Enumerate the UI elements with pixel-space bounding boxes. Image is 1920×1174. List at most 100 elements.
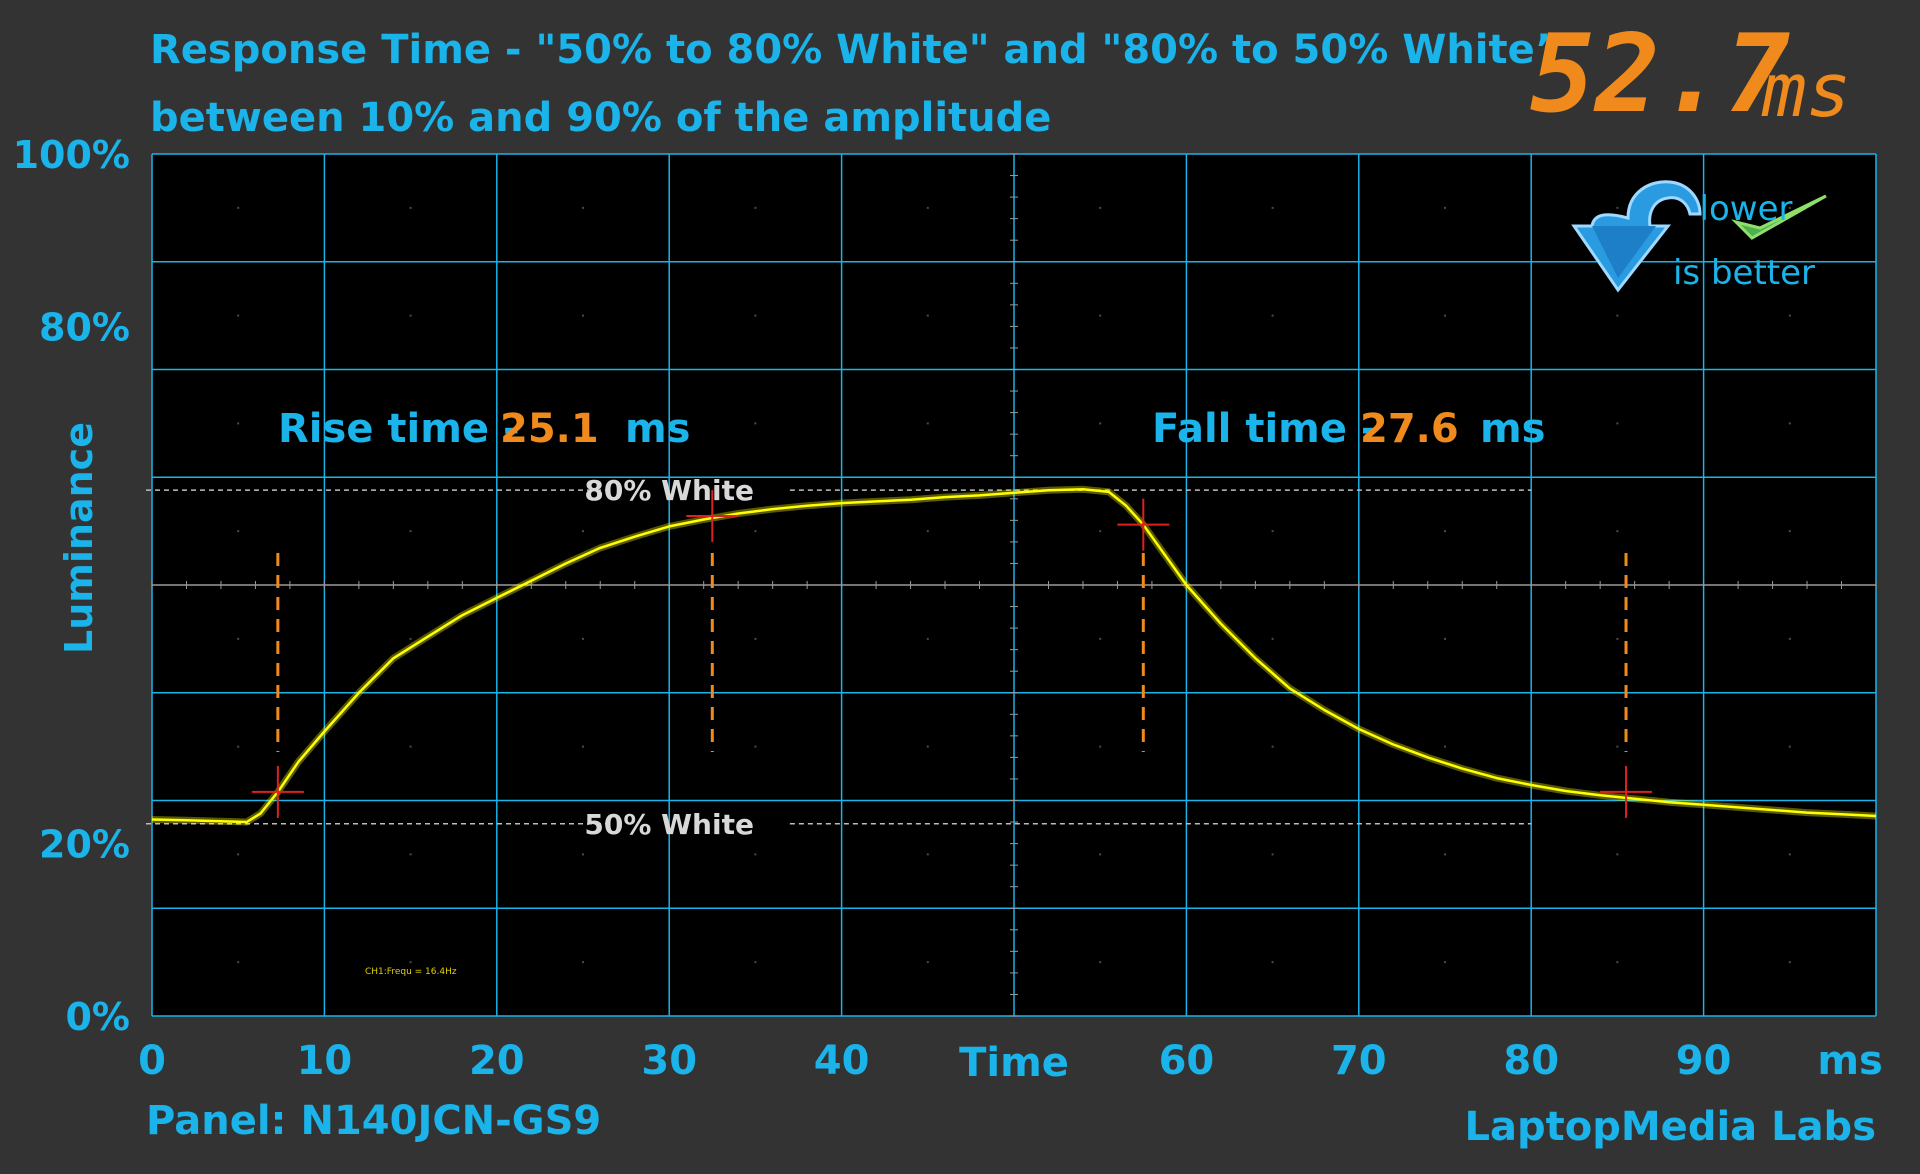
grid-dot — [582, 530, 584, 533]
grid-dot — [237, 853, 240, 856]
marker-dashes — [276, 553, 1628, 752]
grid-dot — [1616, 961, 1619, 964]
grid-dot — [1099, 961, 1102, 964]
grid-dot — [754, 961, 757, 964]
chart-title: Response Time - "50% to 80% White" and "… — [150, 16, 1561, 152]
x-tick-label: 70 — [1331, 1038, 1387, 1084]
x-tick-label: 60 — [1159, 1038, 1215, 1084]
x-tick-label: 10 — [297, 1038, 353, 1084]
y-tick-label: 100% — [13, 133, 130, 177]
grid-dot — [1616, 745, 1619, 748]
ref-label-50: 50% White — [584, 808, 754, 841]
x-tick-labels: 0 10 20 30 40 60 70 80 90 — [138, 1038, 1731, 1084]
y-tick-label: 80% — [39, 305, 130, 349]
badge-line-1: lower — [1700, 189, 1793, 229]
grid-dot — [1099, 637, 1102, 640]
grid-dot — [1788, 206, 1791, 209]
grid-dot — [409, 422, 412, 425]
grid-dot — [1099, 530, 1102, 533]
x-tick-label: 40 — [814, 1038, 870, 1084]
grid-dot — [1444, 745, 1446, 748]
grid-dot — [582, 745, 584, 748]
y-axis-label: Luminance — [57, 422, 101, 654]
grid-dot — [754, 422, 757, 425]
grid-dot — [1788, 314, 1791, 317]
luminance-trace — [151, 485, 1877, 826]
x-tick-label: 20 — [469, 1038, 525, 1084]
grid-dot — [926, 206, 929, 209]
title-line-2: between 10% and 90% of the amplitude — [150, 95, 1052, 141]
grid-dot — [1099, 853, 1102, 856]
x-tick-label: 80 — [1503, 1038, 1559, 1084]
grid-dot — [926, 637, 929, 640]
grid-dot — [582, 637, 584, 640]
grid-dot — [1788, 961, 1791, 964]
grid-minor-dots — [237, 206, 1791, 964]
grid-dot — [754, 314, 757, 317]
grid-dot — [754, 637, 757, 640]
fall-time-label: Fall time - — [1152, 406, 1378, 452]
grid-dot — [237, 530, 240, 533]
grid-dot — [926, 530, 929, 533]
rise-time-value: 25.1 — [500, 406, 599, 452]
grid-dot — [1271, 853, 1274, 856]
grid-dot — [1616, 422, 1619, 425]
grid-dot — [926, 314, 929, 317]
grid-dot — [754, 530, 757, 533]
grid-dot — [237, 637, 240, 640]
grid-dot — [1788, 745, 1791, 748]
grid-dot — [1444, 422, 1446, 425]
grid-dot — [582, 853, 584, 856]
grid-dot — [1788, 637, 1791, 640]
grid-dot — [1271, 206, 1274, 209]
grid-dot — [1444, 314, 1446, 317]
grid-dot — [582, 961, 584, 964]
grid-dot — [409, 961, 412, 964]
grid-dot — [1616, 637, 1619, 640]
grid-dot — [1271, 745, 1274, 748]
grid-dot — [1099, 206, 1102, 209]
y-tick-labels: 0% 20% 80% 100% — [13, 133, 130, 1039]
grid-dot — [582, 314, 584, 317]
grid-dot — [1271, 422, 1274, 425]
grid-dot — [1271, 530, 1274, 533]
grid-dot — [1444, 206, 1446, 209]
grid-dot — [409, 530, 412, 533]
grid-dot — [1271, 314, 1274, 317]
total-value: 52.7 — [1530, 12, 1791, 137]
rise-time-label: Rise time - — [278, 406, 520, 452]
grid-dot — [1616, 314, 1619, 317]
grid-dot — [926, 961, 929, 964]
arrow-down-icon — [1571, 180, 1702, 293]
grid-dot — [237, 961, 240, 964]
trace-line — [151, 488, 1877, 824]
grid-dot — [754, 206, 757, 209]
x-axis-unit: ms — [1817, 1038, 1883, 1084]
y-tick-label: 0% — [65, 995, 130, 1039]
grid-dot — [1099, 745, 1102, 748]
grid-dot — [926, 853, 929, 856]
grid-dot — [1788, 422, 1791, 425]
grid-dot — [1616, 853, 1619, 856]
grid-dot — [409, 314, 412, 317]
panel-label: Panel: N140JCN-GS9 — [146, 1098, 602, 1144]
grid-dot — [237, 422, 240, 425]
grid-dot — [1788, 530, 1791, 533]
x-tick-label: 0 — [138, 1038, 166, 1084]
grid-dot — [409, 206, 412, 209]
grid-dot — [582, 422, 584, 425]
crosshair-markers — [251, 490, 1653, 818]
grid-dot — [237, 745, 240, 748]
rise-time-unit: ms — [625, 406, 691, 452]
badge-line-2: is better — [1673, 253, 1815, 293]
grid-dot — [926, 422, 929, 425]
grid-dot — [1271, 961, 1274, 964]
brand-label: LaptopMedia Labs — [1464, 1104, 1876, 1150]
fall-time-unit: ms — [1480, 406, 1546, 452]
grid-dot — [1616, 530, 1619, 533]
lower-is-better-badge: lower is better — [1571, 180, 1827, 293]
grid-dot — [1099, 422, 1102, 425]
grid-dot — [582, 206, 584, 209]
grid-lines — [151, 153, 1877, 1017]
